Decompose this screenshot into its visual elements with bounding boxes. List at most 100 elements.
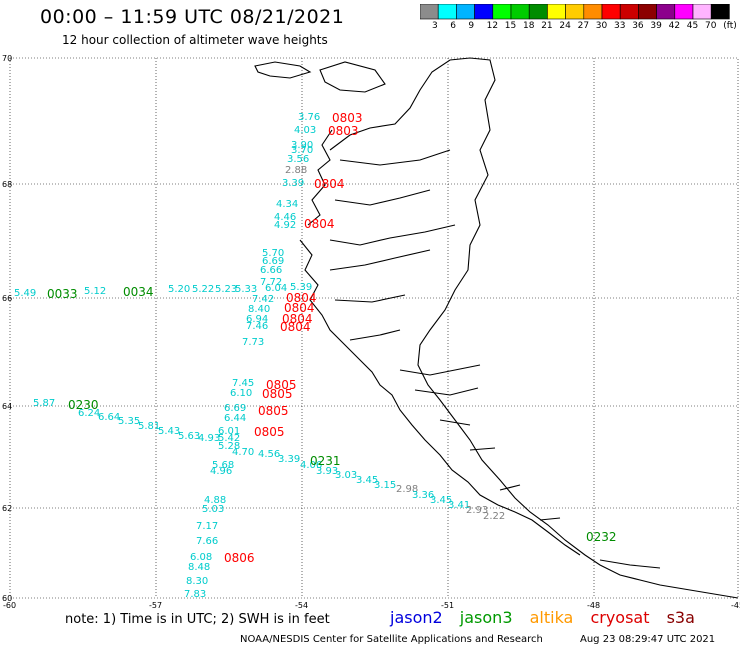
pass-time-label: 0804 (280, 320, 311, 334)
pass-time-label: 0805 (254, 425, 285, 439)
legend-jason3: jason3 (459, 608, 513, 627)
wave-height-value: 3.39 (278, 454, 300, 465)
wave-height-value: 3.36 (412, 490, 434, 501)
wave-height-value: 4.88 (204, 495, 226, 506)
colorbar-label: 6 (450, 21, 456, 31)
pass-time-label: 0804 (314, 177, 345, 191)
wave-height-value: 2.98 (396, 484, 418, 495)
latitude-label: 60 (2, 594, 12, 603)
wave-height-value: 5.87 (33, 398, 55, 409)
colorbar-label: 15 (504, 21, 517, 31)
wave-height-value: 3.45 (430, 495, 452, 506)
longitude-label: -45 (731, 601, 740, 610)
wave-height-value: 2.22 (483, 511, 505, 522)
wave-height-value: 3.93 (316, 466, 338, 477)
longitude-label: -48 (587, 601, 600, 610)
pass-time-label: 0804 (282, 312, 313, 326)
wave-height-value: 6.04 (265, 283, 287, 294)
colorbar-label: 18 (523, 21, 535, 31)
wave-height-value: 4.56 (258, 449, 280, 460)
wave-height-value: 5.03 (202, 504, 224, 515)
wave-height-value: 5.20 (168, 284, 190, 295)
wave-height-value: 7.73 (242, 337, 264, 348)
wave-height-value: 7.42 (252, 294, 274, 305)
wave-height-value: 4.93 (198, 433, 220, 444)
wave-height-value: 6.44 (224, 413, 246, 424)
wave-height-value: 6.94 (246, 314, 268, 325)
colorbar-label: 27 (577, 21, 590, 31)
wave-height-value: 6.01 (218, 426, 240, 437)
wave-height-value: 3.90 (291, 140, 313, 151)
wave-height-value: 6.69 (262, 256, 284, 267)
map-frame (9, 57, 739, 599)
coastline-segment (399, 364, 481, 376)
pass-time-label: 0230 (68, 398, 99, 412)
wave-height-value: 4.92 (274, 220, 296, 231)
colorbar-label: 24 (559, 21, 571, 31)
generated-timestamp: Aug 23 08:29:47 UTC 2021 (580, 634, 716, 645)
pass-time-label: 0034 (123, 285, 154, 299)
latitude-label: 66 (2, 294, 12, 303)
colorbar-label: 33 (614, 21, 626, 31)
wave-height-value: 7.83 (184, 589, 206, 600)
longitude-label: -51 (441, 601, 454, 610)
coastline-segment (329, 224, 456, 246)
pass-time-label: 0232 (586, 530, 617, 544)
wave-height-value: 5.35 (118, 416, 140, 427)
wave-height-value: 5.43 (158, 426, 180, 437)
wave-height-value: 5.49 (14, 288, 36, 299)
wave-height-value: 3.41 (448, 500, 470, 511)
coastline-segment (439, 419, 471, 426)
wave-height-value: 5.33 (235, 284, 257, 295)
colorbar-label: 21 (541, 21, 553, 31)
wave-height-value: 5.28 (218, 441, 240, 452)
wave-height-value: 3.15 (374, 480, 396, 491)
coastline-segment (599, 559, 661, 569)
pass-time-label: 0804 (304, 217, 335, 231)
wave-height-value: 5.63 (178, 431, 200, 442)
wave-height-value: 2.88 (285, 165, 307, 176)
wave-height-value: 5.70 (262, 248, 284, 259)
colorbar-label: 3 (432, 21, 438, 31)
wave-height-value: 8.40 (248, 304, 270, 315)
coastline-segment (469, 447, 496, 451)
map-subtitle: 12 hour collection of altimeter wave hei… (62, 33, 328, 47)
coastline-segment (329, 57, 739, 599)
coastline-segment (334, 294, 406, 303)
wave-height-value: 7.17 (196, 521, 218, 532)
coastline-segment (319, 61, 386, 93)
wave-height-value: 5.68 (212, 460, 234, 471)
wave-height-value: 8.48 (188, 562, 210, 573)
longitude-label: -60 (3, 601, 16, 610)
pass-time-label: 0803 (332, 111, 363, 125)
legend-s3a: s3a (666, 608, 695, 627)
colorbar (420, 4, 730, 20)
pass-time-label: 0033 (47, 287, 78, 301)
longitude-labels: -60 -57 -54 -51 -48 -45 (3, 601, 740, 610)
wave-height-value: 7.66 (196, 536, 218, 547)
coastline-segment (329, 249, 431, 271)
coastline-segment (349, 329, 401, 341)
wave-height-value: 7.72 (260, 277, 282, 288)
wave-height-value: 5.23 (215, 284, 237, 295)
wave-height-value: 6.66 (260, 265, 282, 276)
latitude-labels: 70 68 66 64 62 60 (2, 54, 12, 603)
pass-time-label: 0805 (266, 378, 297, 392)
colorbar-label: 30 (595, 21, 608, 31)
coastline-segment (414, 387, 479, 396)
wave-height-value: 3.03 (335, 470, 357, 481)
wave-height-value: 4.06 (300, 460, 322, 471)
wave-height-value: 4.46 (274, 212, 296, 223)
latitude-label: 68 (2, 180, 12, 189)
legend-cryosat: cryosat (590, 608, 650, 627)
colorbar-label: 70 (705, 21, 717, 31)
pass-time-label: 0805 (262, 387, 293, 401)
satellite-legend: jason2 jason3 altika cryosat s3a (390, 608, 707, 627)
colorbar-label: 9 (468, 21, 475, 31)
coastline-segment (299, 239, 581, 556)
pass-time-label: 0804 (286, 291, 317, 305)
map-title: 00:00 – 11:59 UTC 08/21/2021 (40, 6, 345, 28)
colorbar-label: 42 (668, 21, 681, 31)
